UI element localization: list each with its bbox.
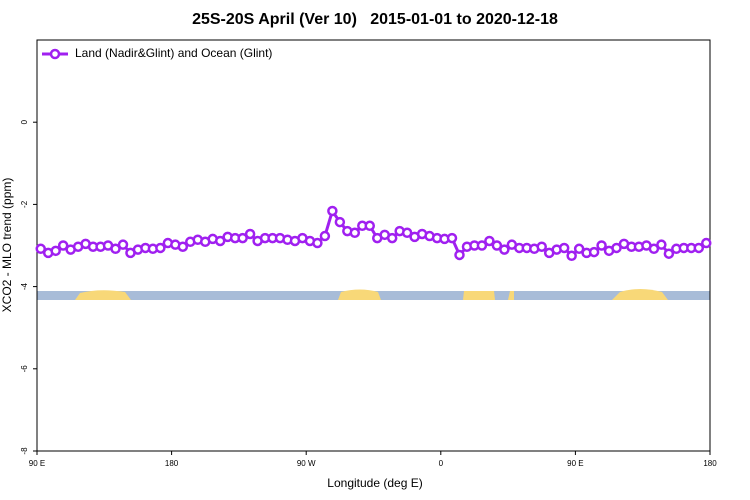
y-tick-label: -4 [20,282,29,290]
data-point [312,237,323,249]
land-region [338,289,381,300]
data-point [484,235,495,247]
data-point [214,235,226,247]
data-point [349,227,361,239]
data-point [386,232,398,244]
data-point [244,228,256,240]
data-point [663,248,675,259]
x-axis-label: Longitude (deg E) [327,476,422,490]
y-tick-label: 0 [20,119,29,124]
data-point [491,240,503,251]
x-tick-label: 180 [165,459,179,468]
land-region [75,290,131,300]
data-point [334,216,346,228]
data-point [558,242,570,254]
data-point [499,244,510,255]
data-point [50,245,61,257]
data-point [536,241,547,252]
y-axis-label: XCO2 - MLO trend (ppm) [0,178,14,313]
data-point [656,239,667,250]
land-region [463,291,495,300]
data-point [401,227,413,239]
land-region [612,289,668,300]
data-point [596,240,607,251]
data-point [117,239,129,250]
chart-title: 25S-20S April (Ver 10) 2015-01-01 to 202… [192,11,558,28]
data-point [35,243,46,255]
x-tick-label: 180 [703,459,717,468]
x-tick-label: 90 W [297,459,316,468]
y-tick-label: -6 [20,365,29,373]
data-point [573,243,585,255]
data-point [701,237,712,249]
x-tick-label: 90 E [567,459,583,468]
data-point [364,220,376,232]
data-point [648,243,660,255]
x-tick-label: 0 [439,459,444,468]
data-point [57,240,69,251]
legend-marker [49,48,61,60]
data-point [611,242,622,254]
data-point [237,232,248,244]
data-point [110,243,121,255]
data-point [155,242,166,254]
data-point [327,205,338,217]
data-point [693,242,705,254]
data-point [476,240,488,251]
land-region [508,291,514,300]
data-point [566,250,577,262]
data-point [588,246,600,258]
data-point [454,249,465,261]
data-point [446,232,458,244]
land-ocean-mask [37,289,710,300]
y-tick-label: -2 [20,200,29,208]
y-tick-label: -8 [20,447,29,455]
data-point [177,241,189,252]
legend-label: Land (Nadir&Glint) and Ocean (Glint) [75,46,272,60]
x-tick-label: 90 E [29,459,45,468]
data-point [319,230,331,242]
